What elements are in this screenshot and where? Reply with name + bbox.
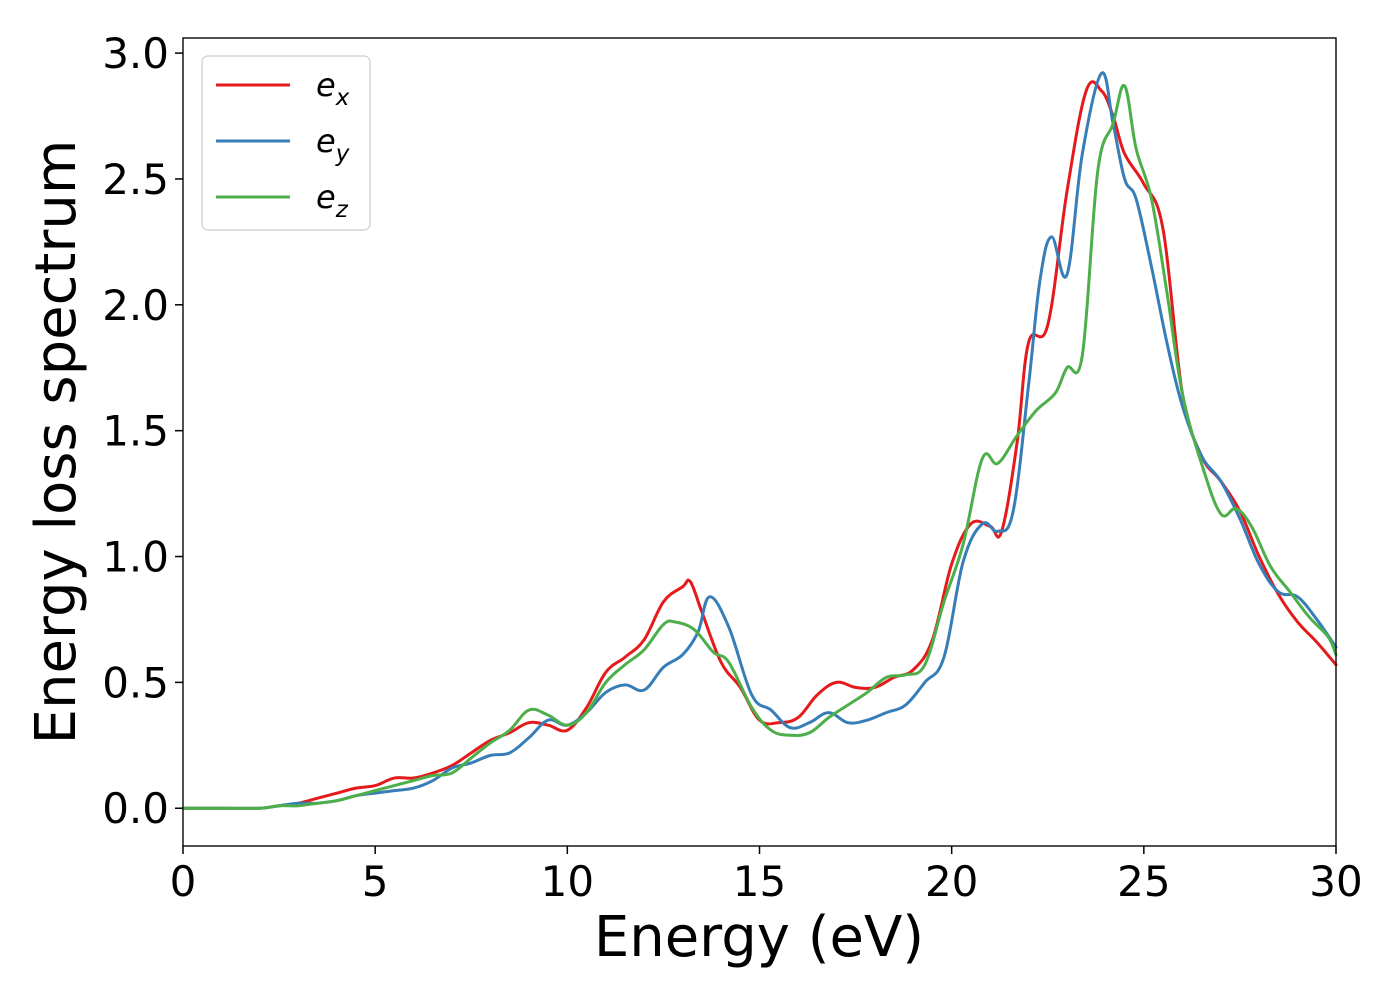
y-tick-label: 0.0 — [102, 784, 169, 833]
series-line-ex — [181, 80, 1338, 810]
legend-subscript: z — [335, 197, 349, 223]
x-tick-label: 5 — [362, 857, 389, 906]
series-layer — [181, 71, 1338, 810]
y-tick-label: 3.0 — [102, 29, 169, 78]
legend-subscript: x — [335, 85, 350, 111]
y-axis: 0.0 0.5 1.0 1.5 2.0 2.5 3.0 — [102, 29, 183, 833]
x-tick-label: 20 — [925, 857, 978, 906]
y-tick-label: 1.0 — [102, 533, 169, 582]
x-axis-label: Energy (eV) — [594, 905, 924, 970]
x-tick-label: 30 — [1309, 857, 1362, 906]
y-tick-label: 0.5 — [102, 658, 169, 707]
series-line-ey — [181, 71, 1338, 810]
series-line-ez — [181, 84, 1338, 810]
y-tick-label: 1.5 — [102, 407, 169, 456]
legend-subscript: y — [335, 141, 350, 167]
x-axis: 0 5 10 15 20 25 30 — [170, 846, 1363, 906]
x-tick-label: 0 — [170, 857, 197, 906]
x-tick-label: 10 — [541, 857, 594, 906]
legend-frame — [201, 55, 371, 231]
x-tick-label: 15 — [733, 857, 786, 906]
x-tick-label: 25 — [1117, 857, 1170, 906]
y-tick-label: 2.5 — [102, 155, 169, 204]
y-axis-label: Energy loss spectrum — [24, 140, 89, 745]
y-tick-label: 2.0 — [102, 281, 169, 330]
